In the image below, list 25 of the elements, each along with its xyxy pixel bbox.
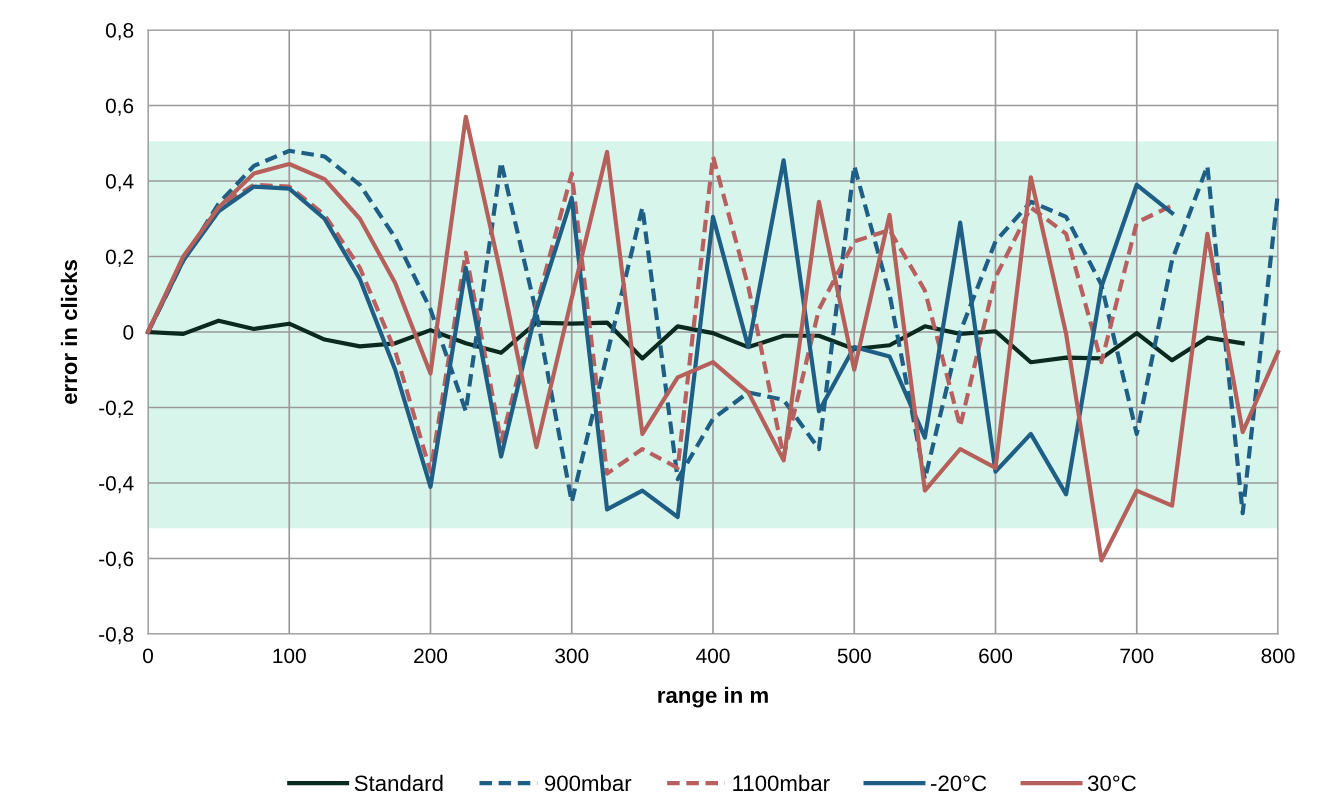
y-tick-label: 0,8 xyxy=(105,23,134,41)
y-axis-title: error in clicks xyxy=(60,260,78,405)
legend-label: 30°C xyxy=(1087,775,1136,792)
y-tick-label: 0 xyxy=(123,325,134,340)
y-tick-label: -0,6 xyxy=(99,551,134,569)
y-tick-label: -0,8 xyxy=(99,627,134,645)
legend-label: Standard xyxy=(354,774,443,792)
x-tick-label: 800 xyxy=(1261,648,1295,664)
legend-label: -20°C xyxy=(931,775,987,792)
y-tick-label: 0,6 xyxy=(105,98,134,116)
legend-label: 900mbar xyxy=(544,774,632,792)
y-tick-label: -0,2 xyxy=(99,400,134,418)
x-tick-label: 0 xyxy=(143,648,153,664)
x-tick-label: 300 xyxy=(555,648,589,664)
x-tick-label: 100 xyxy=(273,648,306,664)
x-tick-label: 400 xyxy=(696,648,730,664)
x-tick-label: 700 xyxy=(1120,648,1154,664)
y-tick-label: 0,2 xyxy=(105,249,134,267)
x-tick-label: 500 xyxy=(837,648,871,664)
x-tick-label: 200 xyxy=(414,648,448,664)
legend-label: 1100mbar xyxy=(733,774,830,792)
y-tick-label: 0,4 xyxy=(105,174,134,192)
y-tick-label: -0,4 xyxy=(99,476,134,494)
x-axis-title: range in m xyxy=(658,686,768,708)
x-tick-label: 600 xyxy=(979,648,1013,664)
